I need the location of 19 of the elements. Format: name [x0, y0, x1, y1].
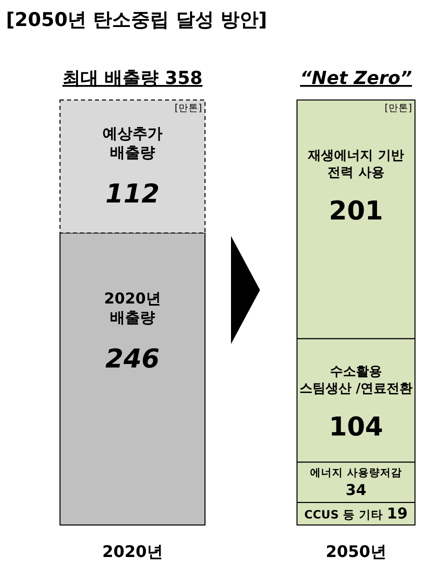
text: 최대 배출량 358	[62, 68, 203, 89]
data-label: 246	[105, 344, 160, 374]
annotation: [만톤]	[384, 103, 412, 114]
x-tick-label: 2050년	[326, 542, 386, 561]
series-label: 2020년 배출량	[104, 289, 161, 326]
series-label: 수소활용 스팀생산 /연료전환	[299, 364, 413, 396]
annotation: [만톤]	[174, 103, 202, 114]
data-label: 34	[346, 481, 366, 500]
chart-title: [2050년 탄소중립 달성 방안]	[6, 9, 268, 31]
series-label: CCUS 등 기타	[304, 508, 387, 522]
x-tick-label: 2020년	[102, 542, 163, 561]
series-label: 재생에너지 기반 전력 사용	[307, 148, 404, 181]
data-label: 104	[328, 412, 384, 442]
series-label: 에너지 사용량저감	[310, 467, 402, 480]
text: “Net Zero”	[300, 68, 412, 89]
data-label: 201	[328, 196, 384, 227]
data-label: 112	[105, 180, 160, 210]
data-label: 19	[386, 504, 408, 523]
series-label: 예상추가 배출량	[102, 124, 162, 162]
